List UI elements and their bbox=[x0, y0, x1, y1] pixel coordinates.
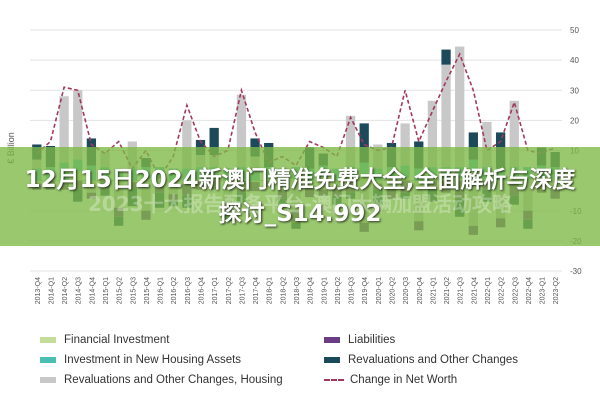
x-tick-label: 2016-Q4 bbox=[199, 277, 206, 304]
x-tick-label: 2021-Q1 bbox=[430, 277, 437, 304]
legend-revaluations: Revaluations and Other Changes bbox=[324, 354, 518, 366]
x-tick-label: 2014-Q4 bbox=[89, 277, 96, 304]
x-tick-label: 2021-Q2 bbox=[444, 277, 451, 304]
x-tick-label: 2017-Q4 bbox=[253, 277, 260, 304]
x-tick-label: 2018-Q3 bbox=[294, 277, 301, 304]
x-tick-label: 2015-Q2 bbox=[117, 277, 124, 304]
x-tick-label: 2022-Q2 bbox=[499, 277, 506, 304]
x-tick-label: 2022-Q3 bbox=[512, 277, 519, 304]
x-tick-label: 2017-Q2 bbox=[226, 277, 233, 304]
x-tick-label: 2016-Q3 bbox=[185, 277, 192, 304]
x-tick-label: 2019-Q3 bbox=[349, 277, 356, 304]
legend-new-housing: Investment in New Housing Assets bbox=[40, 354, 241, 366]
watermark-text: 2023十大报告配备平台-澳门大辆加盟活动攻略 bbox=[88, 192, 512, 216]
x-tick-label: 2015-Q4 bbox=[144, 277, 151, 304]
y-tick-label: 40 bbox=[570, 56, 579, 65]
x-tick-label: 2018-Q2 bbox=[280, 277, 287, 304]
x-tick-label: 2023-Q1 bbox=[540, 277, 547, 304]
y-tick-label: 50 bbox=[570, 26, 579, 35]
x-tick-label: 2018-Q4 bbox=[308, 277, 315, 304]
x-tick-label: 2023-Q2 bbox=[553, 277, 560, 304]
x-tick-label: 2014-Q2 bbox=[62, 277, 69, 304]
x-tick-label: 2015-Q1 bbox=[103, 277, 110, 304]
x-tick-label: 2013-Q4 bbox=[35, 277, 42, 304]
bar-segment bbox=[400, 123, 410, 166]
bar-segment bbox=[73, 90, 83, 160]
legend-revaluations-housing: Revaluations and Other Changes, Housing bbox=[40, 374, 283, 386]
bar-segment bbox=[209, 127, 219, 156]
bar-segment bbox=[468, 132, 478, 160]
legend-change-net-worth: Change in Net Worth bbox=[324, 374, 457, 386]
legend-swatch bbox=[40, 357, 56, 363]
legend-swatch bbox=[324, 337, 340, 343]
x-tick-label: 2020-Q1 bbox=[376, 277, 383, 304]
bar-segment bbox=[455, 46, 465, 168]
y-tick-label: 30 bbox=[570, 86, 579, 95]
x-tick-label: 2022-Q1 bbox=[485, 277, 492, 304]
banner-title: 12月15日2024新澳门精准免费大全,全面解析与深度探讨_S14.992 bbox=[24, 167, 576, 227]
legend-label: Revaluations and Other Changes, Housing bbox=[64, 374, 283, 386]
y-tick-label: -30 bbox=[570, 267, 582, 276]
banner-overlay bbox=[0, 147, 600, 246]
x-tick-label: 2019-Q1 bbox=[321, 277, 328, 304]
x-tick-label: 2019-Q4 bbox=[362, 277, 369, 304]
bar-segment bbox=[359, 123, 369, 163]
y-tick-label: 20 bbox=[570, 116, 579, 125]
bar-segment bbox=[509, 100, 519, 168]
x-tick-label: 2022-Q4 bbox=[526, 277, 533, 304]
bar-segment bbox=[441, 64, 451, 168]
legend-swatch bbox=[40, 377, 56, 383]
x-tick-label: 2014-Q3 bbox=[76, 277, 83, 304]
legend-label: Change in Net Worth bbox=[350, 374, 458, 386]
x-tick-label: 2016-Q2 bbox=[171, 277, 178, 304]
x-tick-label: 2016-Q1 bbox=[158, 277, 165, 304]
x-tick-label: 2020-Q4 bbox=[417, 277, 424, 304]
x-tick-label: 2014-Q1 bbox=[48, 277, 55, 304]
legend-swatch bbox=[324, 357, 340, 363]
legend-liabilities: Liabilities bbox=[324, 334, 395, 346]
legend-swatch bbox=[324, 379, 344, 381]
legend-label: Financial Investment bbox=[64, 334, 170, 346]
bar-segment bbox=[482, 121, 492, 168]
bar-segment bbox=[345, 115, 356, 168]
bar-segment bbox=[59, 96, 69, 163]
bar-segment bbox=[441, 49, 451, 65]
x-tick-label: 2020-Q2 bbox=[389, 277, 396, 304]
legend-financial-investment: Financial Investment bbox=[40, 334, 169, 346]
x-tick-label: 2021-Q4 bbox=[471, 277, 478, 304]
chart-legend: Financial Investment Investment in New H… bbox=[40, 334, 580, 394]
bar-segment bbox=[236, 94, 247, 168]
x-tick-label: 2019-Q2 bbox=[335, 277, 342, 304]
legend-label: Revaluations and Other Changes bbox=[348, 354, 519, 366]
bar-segment bbox=[427, 100, 438, 168]
x-tick-label: 2015-Q3 bbox=[130, 277, 137, 304]
bar-segment bbox=[182, 120, 192, 169]
legend-swatch bbox=[40, 337, 56, 343]
x-tick-label: 2021-Q3 bbox=[458, 277, 465, 304]
legend-label: Investment in New Housing Assets bbox=[64, 354, 242, 366]
x-tick-label: 2018-Q1 bbox=[267, 277, 274, 304]
legend-label: Liabilities bbox=[348, 334, 396, 346]
x-tick-label: 2017-Q3 bbox=[239, 277, 246, 304]
x-tick-label: 2020-Q3 bbox=[403, 277, 410, 304]
x-tick-label: 2017-Q1 bbox=[212, 277, 219, 304]
